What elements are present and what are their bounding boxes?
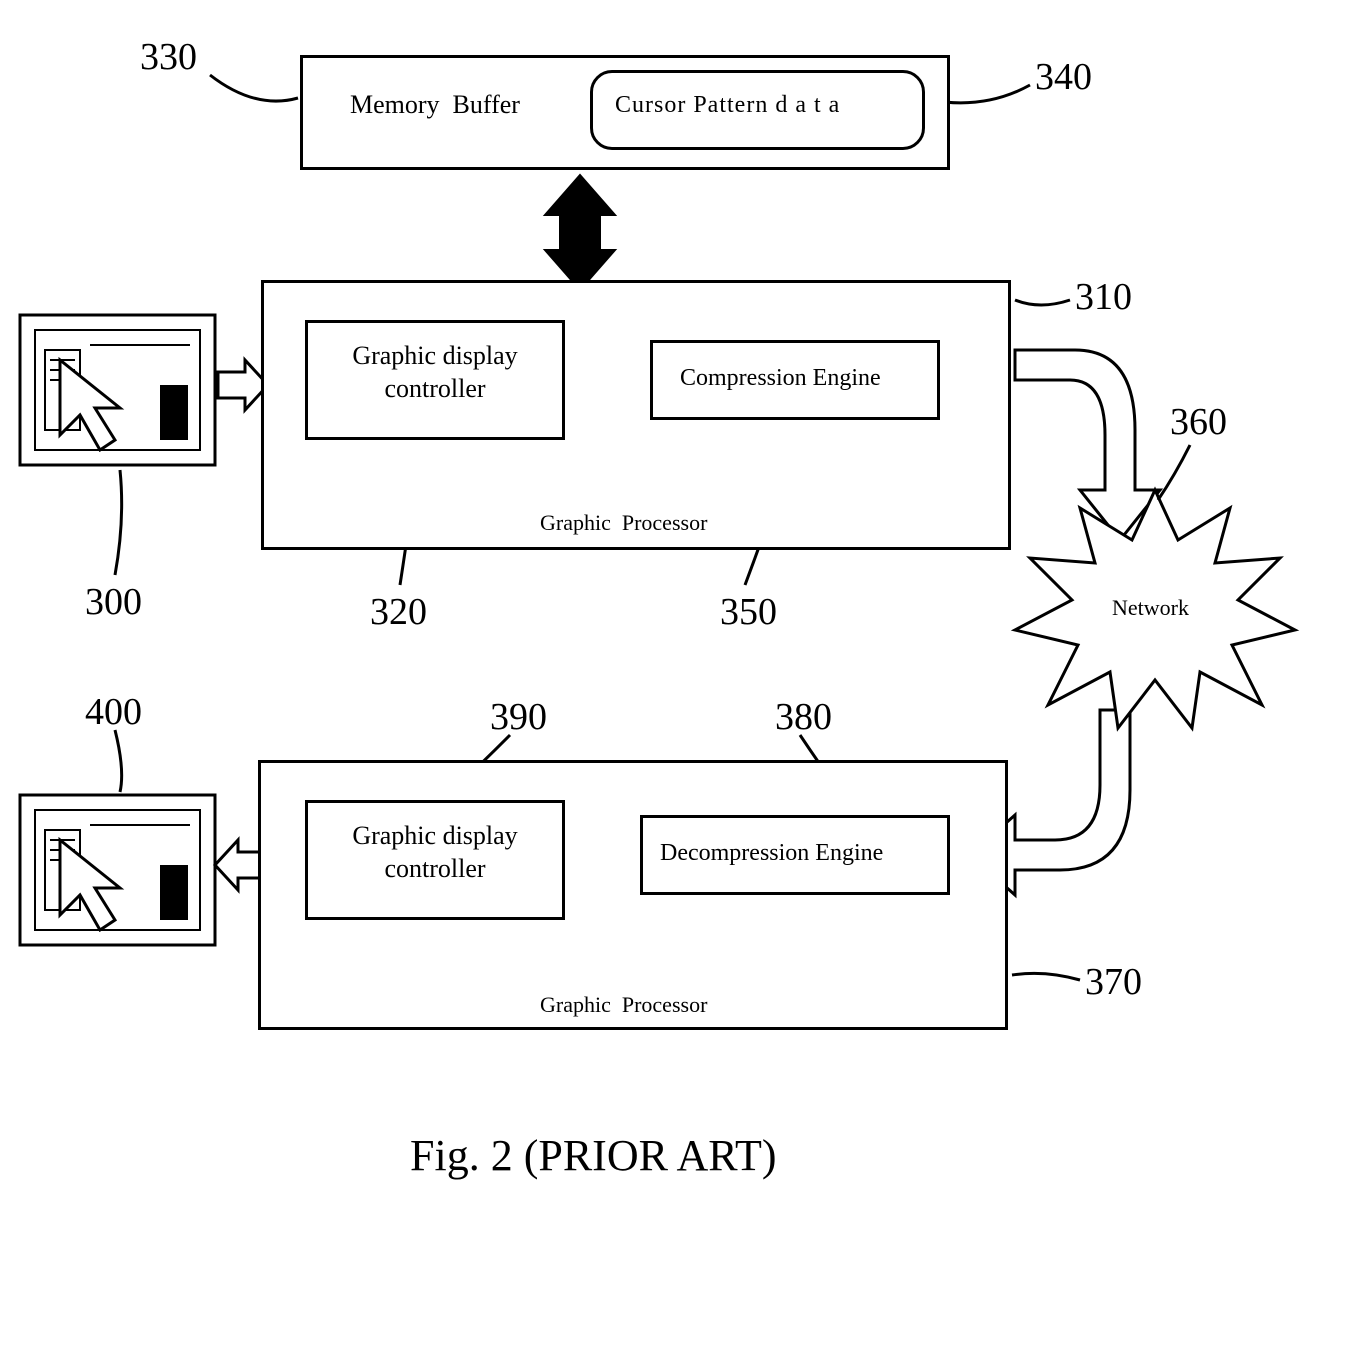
ref-380: 380 (775, 695, 832, 739)
graphic-processor-bot-label: Graphic Processor (540, 992, 707, 1018)
ref-310: 310 (1075, 275, 1132, 319)
arrow-membuf-proc (545, 175, 615, 290)
ref-300: 300 (85, 580, 142, 624)
memory-buffer-label: Memory Buffer (350, 90, 520, 120)
ref-330: 330 (140, 35, 197, 79)
ref-370: 370 (1085, 960, 1142, 1004)
decompression-engine-label: Decompression Engine (660, 840, 883, 867)
compression-engine-label: Compression Engine (680, 365, 881, 392)
ref-400: 400 (85, 690, 142, 734)
screen-bot-icon (20, 795, 215, 945)
screen-top-icon (20, 315, 215, 465)
ref-360: 360 (1170, 400, 1227, 444)
cursor-pattern-label: Cursor Pattern d a t a (615, 92, 840, 119)
ref-350: 350 (720, 590, 777, 634)
ref-320: 320 (370, 590, 427, 634)
graphic-processor-top-label: Graphic Processor (540, 510, 707, 536)
gdc-bot-label: Graphic display controller (320, 820, 550, 885)
ref-390: 390 (490, 695, 547, 739)
ref-340: 340 (1035, 55, 1092, 99)
gdc-top-label: Graphic display controller (320, 340, 550, 405)
network-label: Network (1112, 595, 1189, 621)
figure-caption: Fig. 2 (PRIOR ART) (410, 1130, 777, 1181)
